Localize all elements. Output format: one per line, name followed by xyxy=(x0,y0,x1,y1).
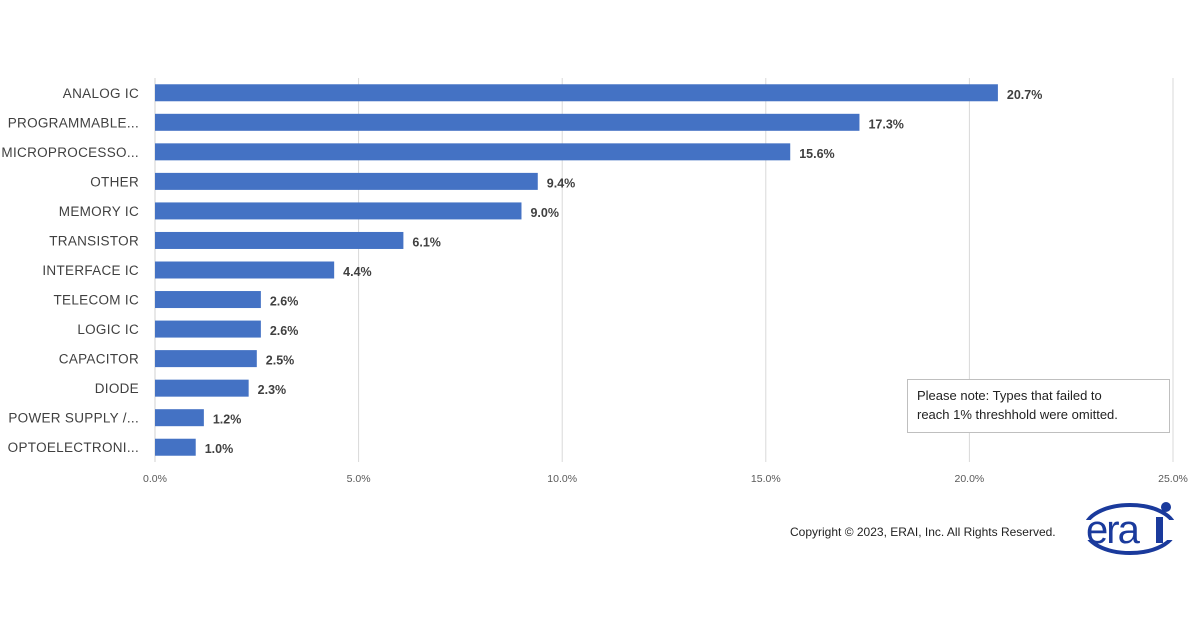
value-label: 1.0% xyxy=(205,442,234,456)
value-label: 9.0% xyxy=(530,206,559,220)
x-tick-label: 0.0% xyxy=(143,473,167,485)
value-label: 20.7% xyxy=(1007,88,1042,102)
category-label: PROGRAMMABLE... xyxy=(8,115,139,130)
svg-text:era: era xyxy=(1086,508,1141,552)
category-label: OPTOELECTRONI... xyxy=(8,440,139,455)
bar xyxy=(155,261,335,279)
category-label: MICROPROCESSO... xyxy=(1,145,139,160)
note-line-1: Please note: Types that failed to xyxy=(917,388,1102,403)
value-label: 1.2% xyxy=(213,413,242,427)
value-label: 17.3% xyxy=(868,117,903,131)
bar xyxy=(155,84,998,102)
bar xyxy=(155,172,538,190)
category-label: OTHER xyxy=(90,174,139,189)
category-label: ANALOG IC xyxy=(63,86,139,101)
value-label: 2.5% xyxy=(266,354,295,368)
bar xyxy=(155,438,196,456)
x-tick-label: 20.0% xyxy=(955,473,985,485)
x-tick-label: 25.0% xyxy=(1158,473,1188,485)
note-line-2: reach 1% threshhold were omitted. xyxy=(917,407,1118,422)
value-label: 2.6% xyxy=(270,295,299,309)
category-label: INTERFACE IC xyxy=(42,263,139,278)
erai-logo: era xyxy=(1082,502,1182,555)
value-label: 9.4% xyxy=(547,176,576,190)
category-label: MEMORY IC xyxy=(59,204,139,219)
copyright-text: Copyright © 2023, ERAI, Inc. All Rights … xyxy=(790,525,1056,539)
bar xyxy=(155,202,522,220)
value-label: 2.3% xyxy=(258,383,287,397)
bar xyxy=(155,320,261,338)
value-label: 4.4% xyxy=(343,265,372,279)
bar xyxy=(155,291,261,309)
x-tick-label: 5.0% xyxy=(347,473,371,485)
x-tick-label: 10.0% xyxy=(547,473,577,485)
x-tick-label: 15.0% xyxy=(751,473,781,485)
bar xyxy=(155,350,257,368)
bar xyxy=(155,379,249,397)
value-label: 15.6% xyxy=(799,147,834,161)
bar xyxy=(155,113,860,131)
value-label: 2.6% xyxy=(270,324,299,338)
value-label: 6.1% xyxy=(412,235,441,249)
bar xyxy=(155,143,791,161)
category-label: TELECOM IC xyxy=(53,293,139,308)
bar xyxy=(155,409,204,427)
omission-note: Please note: Types that failed to reach … xyxy=(907,379,1170,433)
category-label: POWER SUPPLY /... xyxy=(8,411,139,426)
category-label: LOGIC IC xyxy=(77,322,139,337)
bar xyxy=(155,231,404,249)
category-label: DIODE xyxy=(95,381,139,396)
category-label: TRANSISTOR xyxy=(49,233,139,248)
category-label: CAPACITOR xyxy=(59,352,139,367)
